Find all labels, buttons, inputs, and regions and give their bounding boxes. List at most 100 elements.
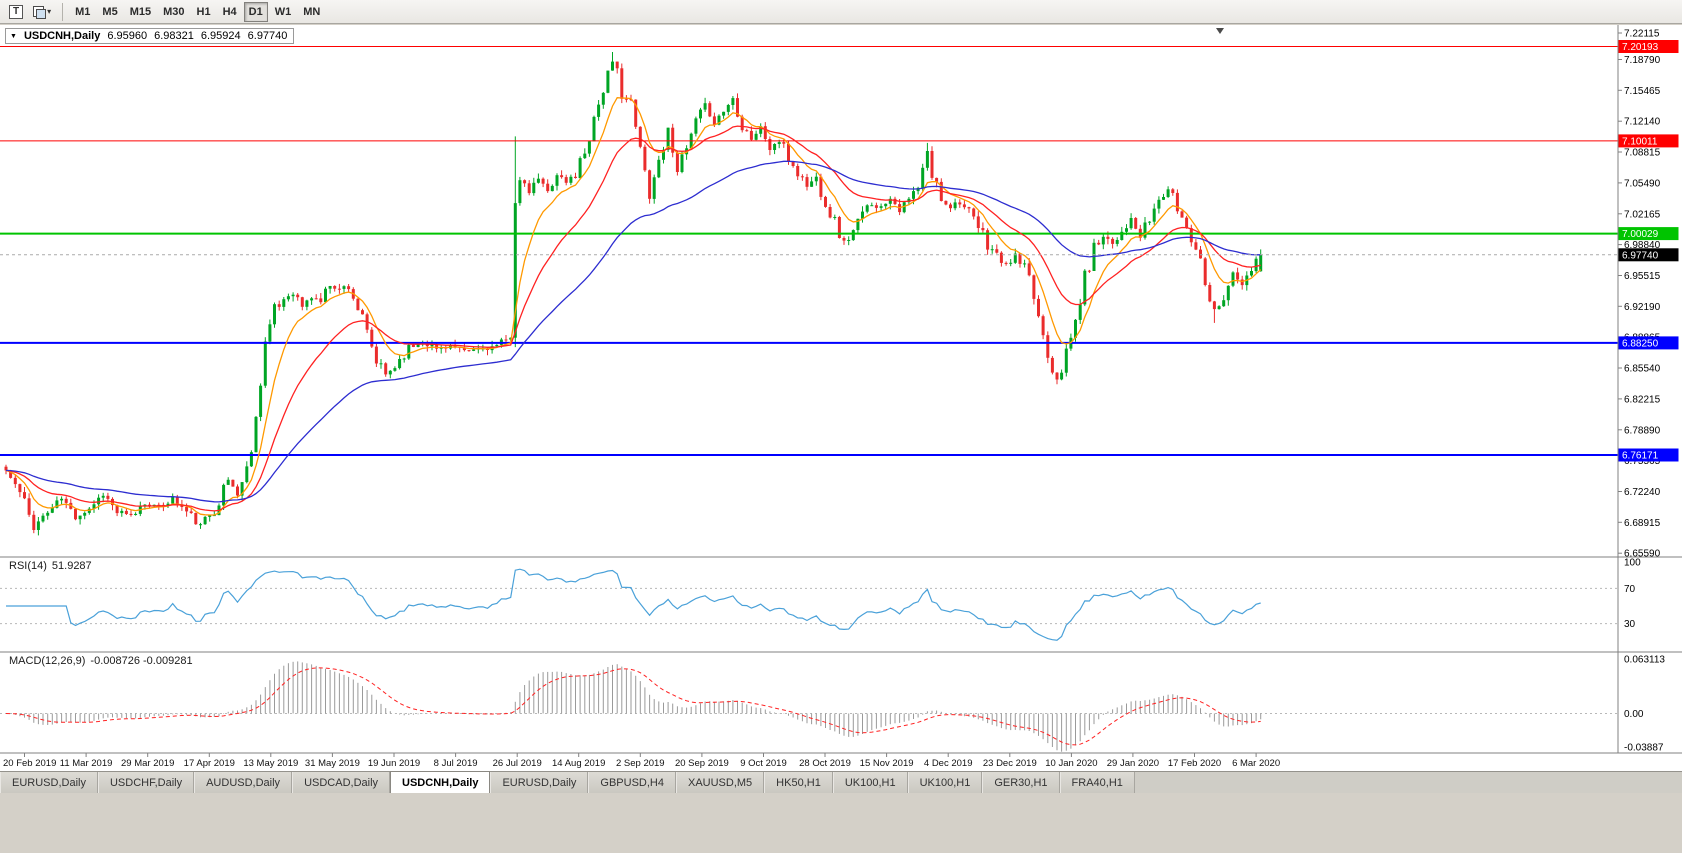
- svg-text:6.65590: 6.65590: [1624, 549, 1661, 560]
- chart-tab-fra40-h1[interactable]: FRA40,H1: [1059, 772, 1135, 793]
- svg-text:-0.03887: -0.03887: [1624, 743, 1664, 754]
- svg-text:29 Jan 2020: 29 Jan 2020: [1107, 758, 1159, 769]
- macd-values: -0.008726 -0.009281: [90, 655, 193, 667]
- toolbar-separator: [62, 2, 64, 21]
- price-chart-canvas[interactable]: 7.22115 7.18790 7.15465 7.12140 7.08815 7.054…: [0, 25, 1682, 771]
- chart-tab-hk50-h1[interactable]: HK50,H1: [764, 772, 833, 793]
- svg-text:7.02165: 7.02165: [1624, 209, 1661, 220]
- svg-text:4 Dec 2019: 4 Dec 2019: [924, 758, 973, 769]
- timeframe-button-h1[interactable]: H1: [192, 2, 216, 22]
- ohlc-high-value: 6.98321: [154, 30, 194, 42]
- chart-symbol-label: USDCNH,Daily: [23, 30, 101, 42]
- svg-text:8 Jul 2019: 8 Jul 2019: [434, 758, 478, 769]
- macd-indicator-label: MACD(12,26,9) -0.008726 -0.009281: [7, 655, 195, 667]
- chart-tab-audusd-daily[interactable]: AUDUSD,Daily: [194, 772, 293, 793]
- chart-tab-xauusd-m5[interactable]: XAUUSD,M5: [675, 772, 765, 793]
- svg-text:29 Mar 2019: 29 Mar 2019: [121, 758, 174, 769]
- macd-name: MACD(12,26,9): [9, 655, 86, 667]
- chart-title-box: ▼ USDCNH,Daily 6.95960 6.98321 6.95924 6…: [5, 28, 295, 44]
- svg-text:6.75565: 6.75565: [1624, 456, 1661, 467]
- svg-text:6 Mar 2020: 6 Mar 2020: [1232, 758, 1280, 769]
- chart-tab-gbpusd-h4[interactable]: GBPUSD,H4: [588, 772, 676, 793]
- chart-tab-eurusd-daily[interactable]: EURUSD,Daily: [490, 772, 589, 793]
- rsi-name: RSI(14): [9, 560, 47, 572]
- svg-text:6.95515: 6.95515: [1624, 271, 1661, 282]
- svg-text:7.10011: 7.10011: [1622, 136, 1658, 147]
- svg-text:10 Jan 2020: 10 Jan 2020: [1045, 758, 1097, 769]
- cursor-tool-button[interactable]: ▾: [29, 2, 55, 22]
- svg-text:17 Apr 2019: 17 Apr 2019: [184, 758, 235, 769]
- svg-text:20 Sep 2019: 20 Sep 2019: [675, 758, 729, 769]
- timeframe-button-m1[interactable]: M1: [70, 2, 95, 22]
- rsi-value: 51.9287: [51, 560, 92, 572]
- svg-text:7.22115: 7.22115: [1624, 29, 1660, 40]
- timeframe-button-m5[interactable]: M5: [97, 2, 122, 22]
- chart-toolbar: T ▾ M1 M5 M15 M30 H1 H4 D1 W1 MN: [0, 0, 1682, 24]
- chart-tab-ger30-h1[interactable]: GER30,H1: [982, 772, 1060, 793]
- svg-text:13 May 2019: 13 May 2019: [243, 758, 298, 769]
- svg-text:23 Dec 2019: 23 Dec 2019: [983, 758, 1037, 769]
- svg-text:9 Oct 2019: 9 Oct 2019: [740, 758, 786, 769]
- chart-window-icon-button[interactable]: T: [5, 2, 27, 22]
- svg-text:6.82215: 6.82215: [1624, 394, 1661, 405]
- svg-text:6.85540: 6.85540: [1624, 364, 1661, 375]
- svg-text:6.72240: 6.72240: [1624, 487, 1661, 498]
- svg-text:17 Feb 2020: 17 Feb 2020: [1168, 758, 1221, 769]
- ohlc-close-value: 6.97740: [247, 30, 288, 42]
- layers-icon: [33, 6, 47, 19]
- svg-text:11 Mar 2019: 11 Mar 2019: [60, 758, 113, 769]
- time-axis[interactable]: [0, 753, 1618, 771]
- svg-text:6.68915: 6.68915: [1624, 518, 1661, 529]
- svg-text:30: 30: [1624, 619, 1636, 630]
- svg-text:0.063113: 0.063113: [1624, 655, 1665, 666]
- chart-tab-uk100-h1[interactable]: UK100,H1: [907, 772, 983, 793]
- timeframe-button-w1[interactable]: W1: [270, 2, 297, 22]
- svg-text:0.00: 0.00: [1624, 709, 1644, 720]
- rsi-indicator-label: RSI(14) 51.9287: [7, 560, 94, 572]
- svg-text:26 Jul 2019: 26 Jul 2019: [493, 758, 542, 769]
- chart-tab-eurusd-daily[interactable]: EURUSD,Daily: [0, 772, 98, 793]
- chart-tab-usdcnh-daily[interactable]: USDCNH,Daily: [390, 771, 491, 793]
- svg-text:19 Jun 2019: 19 Jun 2019: [368, 758, 420, 769]
- svg-text:6.76171: 6.76171: [1622, 451, 1659, 462]
- chart-tab-usdchf-daily[interactable]: USDCHF,Daily: [97, 772, 195, 793]
- timeframe-button-mn[interactable]: MN: [298, 2, 325, 22]
- svg-text:15 Nov 2019: 15 Nov 2019: [860, 758, 914, 769]
- svg-text:7.15465: 7.15465: [1624, 86, 1661, 97]
- price-axis[interactable]: [1618, 25, 1682, 753]
- chart-letter-icon: T: [9, 4, 24, 19]
- timeframe-button-h4[interactable]: H4: [218, 2, 242, 22]
- svg-text:6.98840: 6.98840: [1624, 240, 1661, 251]
- svg-text:28 Oct 2019: 28 Oct 2019: [799, 758, 851, 769]
- collapse-triangle-icon[interactable]: ▼: [10, 32, 17, 40]
- bottom-strip: [0, 793, 1682, 853]
- svg-text:100: 100: [1624, 558, 1641, 569]
- svg-text:31 May 2019: 31 May 2019: [305, 758, 360, 769]
- svg-text:70: 70: [1624, 584, 1636, 595]
- svg-text:7.05490: 7.05490: [1624, 178, 1661, 189]
- chart-window[interactable]: 7.22115 7.18790 7.15465 7.12140 7.08815 7.054…: [0, 25, 1682, 771]
- dropdown-caret-icon: ▾: [47, 7, 52, 16]
- chart-shift-marker: [1216, 28, 1224, 34]
- ohlc-low-value: 6.95924: [200, 30, 241, 42]
- svg-text:7.18790: 7.18790: [1624, 55, 1661, 66]
- timeframe-button-m15[interactable]: M15: [125, 2, 156, 22]
- svg-text:6.88250: 6.88250: [1622, 338, 1659, 349]
- svg-text:14 Aug 2019: 14 Aug 2019: [552, 758, 605, 769]
- chart-tabs-bar: EURUSD,Daily USDCHF,Daily AUDUSD,Daily USDC…: [0, 771, 1682, 793]
- svg-text:20 Feb 2019: 20 Feb 2019: [3, 758, 56, 769]
- timeframe-button-group: M1 M5 M15 M30 H1 H4 D1 W1 MN: [69, 1, 326, 22]
- svg-text:7.12140: 7.12140: [1624, 117, 1661, 128]
- svg-text:6.92190: 6.92190: [1624, 302, 1661, 313]
- chart-tab-uk100-h1[interactable]: UK100,H1: [832, 772, 908, 793]
- svg-text:2 Sep 2019: 2 Sep 2019: [616, 758, 665, 769]
- svg-text:7.08815: 7.08815: [1624, 148, 1661, 159]
- ohlc-open-value: 6.95960: [107, 30, 148, 42]
- svg-text:6.78890: 6.78890: [1624, 425, 1661, 436]
- svg-text:7.00029: 7.00029: [1622, 229, 1659, 240]
- timeframe-button-m30[interactable]: M30: [158, 2, 189, 22]
- chart-tab-usdcad-daily[interactable]: USDCAD,Daily: [292, 772, 391, 793]
- timeframe-button-d1[interactable]: D1: [243, 1, 268, 22]
- svg-text:7.20193: 7.20193: [1622, 42, 1659, 53]
